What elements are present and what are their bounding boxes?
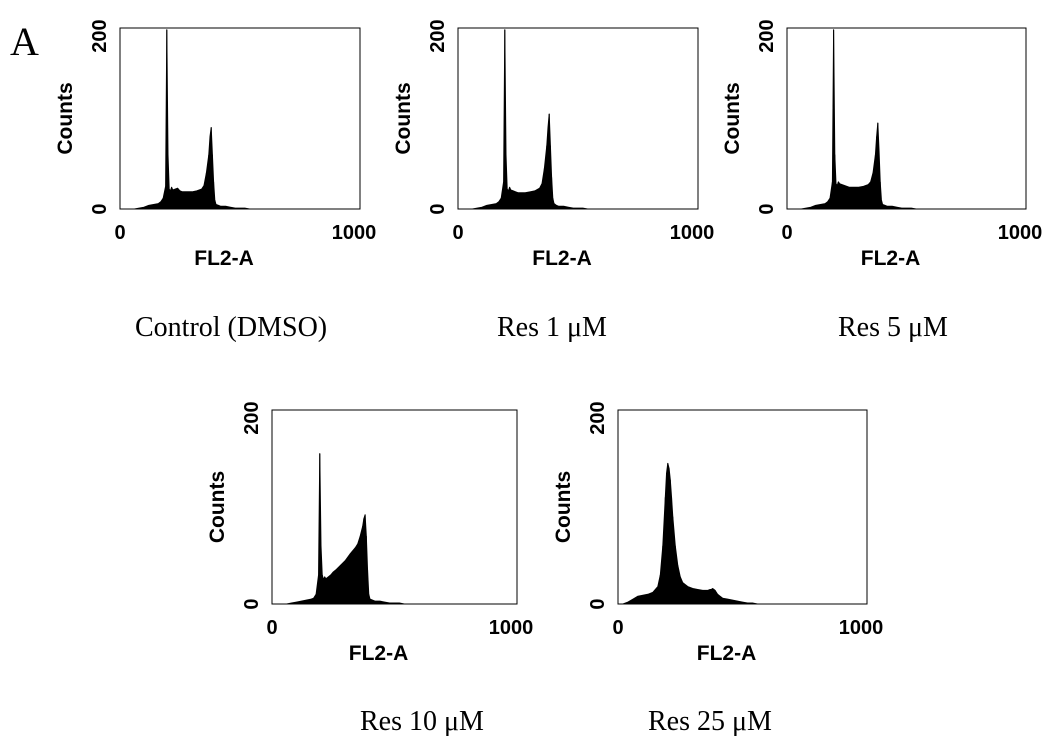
- y-tick-label: 200: [756, 19, 778, 52]
- x-tick-label: 0: [452, 222, 463, 244]
- x-tick-label: 1000: [332, 222, 377, 244]
- y-tick-label: 200: [89, 19, 111, 52]
- y-tick-label: 200: [241, 401, 263, 434]
- plot-frame: [617, 409, 868, 605]
- x-tick-label: 1000: [998, 222, 1043, 244]
- y-tick-label: 0: [756, 203, 778, 214]
- x-axis-title: FL2-A: [194, 247, 254, 270]
- caption-res-1um: Res 1 μM: [497, 312, 607, 343]
- histogram-res-25um: 0 1000 0 200 FL2-A Counts: [0, 0, 883, 665]
- y-axis-title: Counts: [206, 471, 229, 543]
- caption-res-5um: Res 5 μM: [838, 312, 948, 343]
- y-axis-title: Counts: [392, 82, 415, 154]
- caption-res-25um: Res 25 μM: [648, 706, 772, 737]
- histogram-series: [457, 29, 699, 210]
- y-tick-label: 0: [587, 598, 609, 609]
- x-tick-label: 1000: [839, 617, 884, 639]
- y-tick-label: 200: [587, 401, 609, 434]
- x-tick-label: 1000: [489, 617, 534, 639]
- y-tick-label: 0: [241, 598, 263, 609]
- histogram-series: [119, 29, 361, 210]
- y-tick-label: 0: [89, 203, 111, 214]
- x-axis-title: FL2-A: [861, 247, 921, 270]
- caption-control-dmso: Control (DMSO): [135, 312, 328, 343]
- histogram-res-5um: 0 1000 0 200 FL2-A Counts: [0, 0, 1042, 300]
- x-axis-title: FL2-A: [349, 642, 409, 665]
- panel-label: A: [10, 19, 39, 64]
- y-axis-title: Counts: [721, 82, 744, 154]
- histogram-res-1um: 0 1000 0 200 FL2-A Counts: [0, 0, 714, 300]
- x-tick-label: 0: [612, 617, 623, 639]
- x-axis-title: FL2-A: [697, 642, 757, 665]
- x-axis-title: FL2-A: [532, 247, 592, 270]
- caption-res-10um: Res 10 μM: [360, 706, 484, 737]
- histogram-series: [786, 29, 1027, 210]
- y-tick-label: 200: [427, 19, 449, 52]
- x-tick-label: 1000: [670, 222, 715, 244]
- x-tick-label: 0: [781, 222, 792, 244]
- histogram-control-dmso: 0 1000 0 200 FL2-A Counts: [0, 0, 376, 300]
- y-axis-title: Counts: [552, 471, 575, 543]
- histogram-res-10um: 0 1000 0 200 FL2-A Counts: [0, 0, 533, 665]
- x-tick-label: 0: [266, 617, 277, 639]
- x-tick-label: 0: [114, 222, 125, 244]
- histogram-series: [271, 453, 518, 605]
- y-axis-title: Counts: [54, 82, 77, 154]
- histogram-series: [617, 462, 868, 605]
- y-tick-label: 0: [427, 203, 449, 214]
